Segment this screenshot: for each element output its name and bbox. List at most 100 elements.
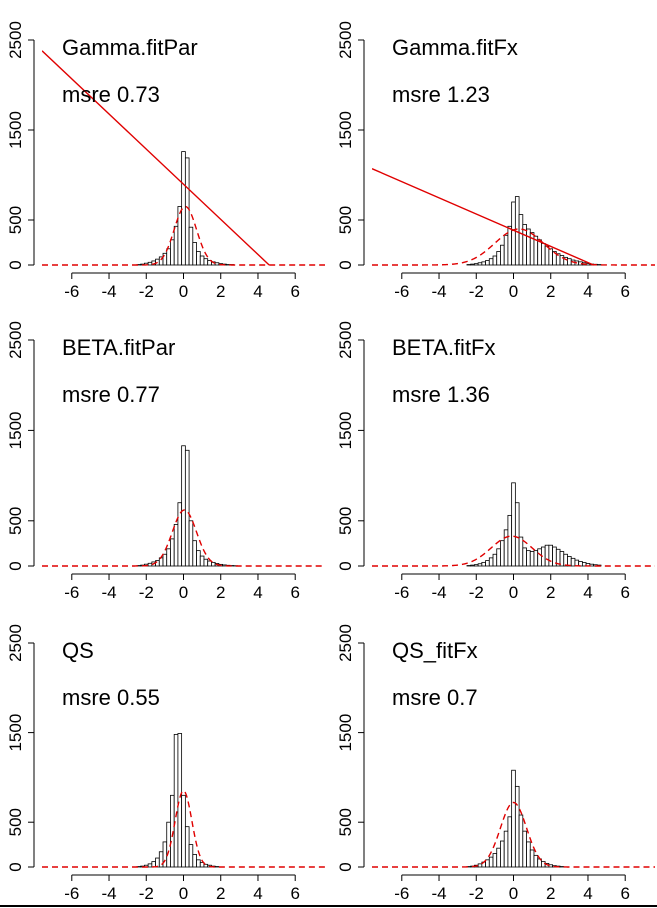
x-tick-label: -6 xyxy=(64,884,79,903)
histogram-bar xyxy=(511,201,516,266)
histogram-bar xyxy=(507,816,513,868)
histogram-bar xyxy=(203,558,209,567)
x-tick-label: 4 xyxy=(583,282,592,301)
panel-msre-label: msre 1.23 xyxy=(392,82,490,107)
histogram-bar xyxy=(533,854,539,868)
histogram-bar xyxy=(514,502,520,567)
histogram-bar xyxy=(518,536,524,567)
histogram-bar xyxy=(518,214,524,266)
histogram-bar xyxy=(158,557,164,567)
histogram-bar xyxy=(181,151,186,266)
y-tick-label: 500 xyxy=(6,206,25,234)
density-curve-dashed xyxy=(42,509,325,567)
x-tick-label: 6 xyxy=(620,282,629,301)
histogram-bar xyxy=(214,262,220,266)
x-tick-label: -2 xyxy=(139,282,154,301)
histogram-bar xyxy=(188,226,194,266)
histogram-bar xyxy=(559,255,565,266)
x-tick-label: -6 xyxy=(64,282,79,301)
y-tick-label: 2500 xyxy=(6,21,25,59)
histogram-bar xyxy=(184,449,190,567)
histogram-bar xyxy=(511,482,516,567)
fit-line xyxy=(372,168,594,266)
x-tick-label: -4 xyxy=(101,583,116,602)
histogram-bar xyxy=(207,560,212,567)
x-tick-label: -2 xyxy=(139,583,154,602)
histogram-bar xyxy=(470,263,475,266)
x-tick-label: 2 xyxy=(546,282,555,301)
histogram-bar xyxy=(537,548,542,567)
histogram-bar xyxy=(492,853,498,868)
histogram-bar xyxy=(181,445,186,567)
histogram-bar xyxy=(500,540,505,567)
histogram-bar xyxy=(500,840,505,868)
histogram-bar xyxy=(211,561,216,567)
x-tick-label: 6 xyxy=(620,583,629,602)
panel-msre-label: msre 1.36 xyxy=(392,382,490,407)
histogram-bar xyxy=(503,529,509,567)
x-tick-label: -2 xyxy=(469,583,484,602)
plot-area xyxy=(42,50,325,266)
histogram-bar xyxy=(199,555,205,567)
histogram-bar xyxy=(500,244,505,266)
y-tick-label: 0 xyxy=(336,260,355,269)
histogram-bar xyxy=(199,255,205,266)
histogram-bar xyxy=(567,556,572,567)
x-tick-label: -6 xyxy=(394,884,409,903)
x-tick-label: -4 xyxy=(431,884,446,903)
histogram-bar xyxy=(173,524,179,567)
histogram-bar xyxy=(147,261,153,266)
x-tick-label: -4 xyxy=(101,282,116,301)
histogram-bar xyxy=(177,733,183,868)
panel-title: QS xyxy=(62,638,94,663)
plot-area xyxy=(372,482,655,567)
histogram-bar xyxy=(162,553,168,567)
x-tick-label: 4 xyxy=(253,583,262,602)
y-tick-label: 2500 xyxy=(336,21,355,59)
histogram-bar xyxy=(548,248,554,266)
histogram-bar xyxy=(470,564,475,567)
histogram-bar xyxy=(203,863,209,868)
histogram-bar xyxy=(188,520,194,567)
y-tick-label: 2500 xyxy=(336,624,355,662)
x-tick-label: -2 xyxy=(469,884,484,903)
histogram-bar xyxy=(563,553,568,567)
x-tick-label: 2 xyxy=(546,583,555,602)
histogram-bar xyxy=(158,851,164,868)
x-tick-label: 0 xyxy=(509,583,518,602)
y-tick-label: 0 xyxy=(6,561,25,570)
histogram-bar xyxy=(570,557,576,567)
histogram-bar xyxy=(537,239,542,266)
histogram-bar xyxy=(526,841,531,868)
y-tick-label: 500 xyxy=(336,507,355,535)
histogram-bar xyxy=(166,548,171,567)
histogram-bar xyxy=(507,514,513,567)
histogram-bar xyxy=(522,830,527,868)
x-tick-label: 4 xyxy=(253,282,262,301)
x-tick-label: -4 xyxy=(101,884,116,903)
histogram-bar xyxy=(541,242,546,266)
panel-msre-label: msre 0.7 xyxy=(392,685,478,710)
histogram-bar xyxy=(526,228,531,266)
histogram-bar xyxy=(188,844,194,868)
panel-msre-label: msre 0.55 xyxy=(62,685,160,710)
histogram-bar xyxy=(170,538,175,567)
x-tick-label: -4 xyxy=(431,583,446,602)
histogram-bar xyxy=(177,206,183,266)
histogram-bar xyxy=(192,854,197,868)
panel-title: BETA.fitPar xyxy=(62,335,175,360)
histogram-bar xyxy=(492,255,498,266)
histogram-bar xyxy=(503,830,509,868)
histogram-bar xyxy=(196,251,201,266)
histogram-bar xyxy=(567,258,572,266)
histogram-bar xyxy=(477,863,483,868)
panel-msre-label: msre 0.77 xyxy=(62,382,160,407)
histogram-bar xyxy=(544,544,550,567)
panel-1: -6 -4 -2 0 2 4 6 0 500 1500 2500 Gamma.fitPar msre 0… xyxy=(6,21,325,301)
histogram-bar xyxy=(488,258,494,266)
x-tick-label: -2 xyxy=(469,282,484,301)
y-tick-label: 2500 xyxy=(6,624,25,662)
plot-area xyxy=(372,769,655,868)
histogram-bar xyxy=(529,551,535,567)
